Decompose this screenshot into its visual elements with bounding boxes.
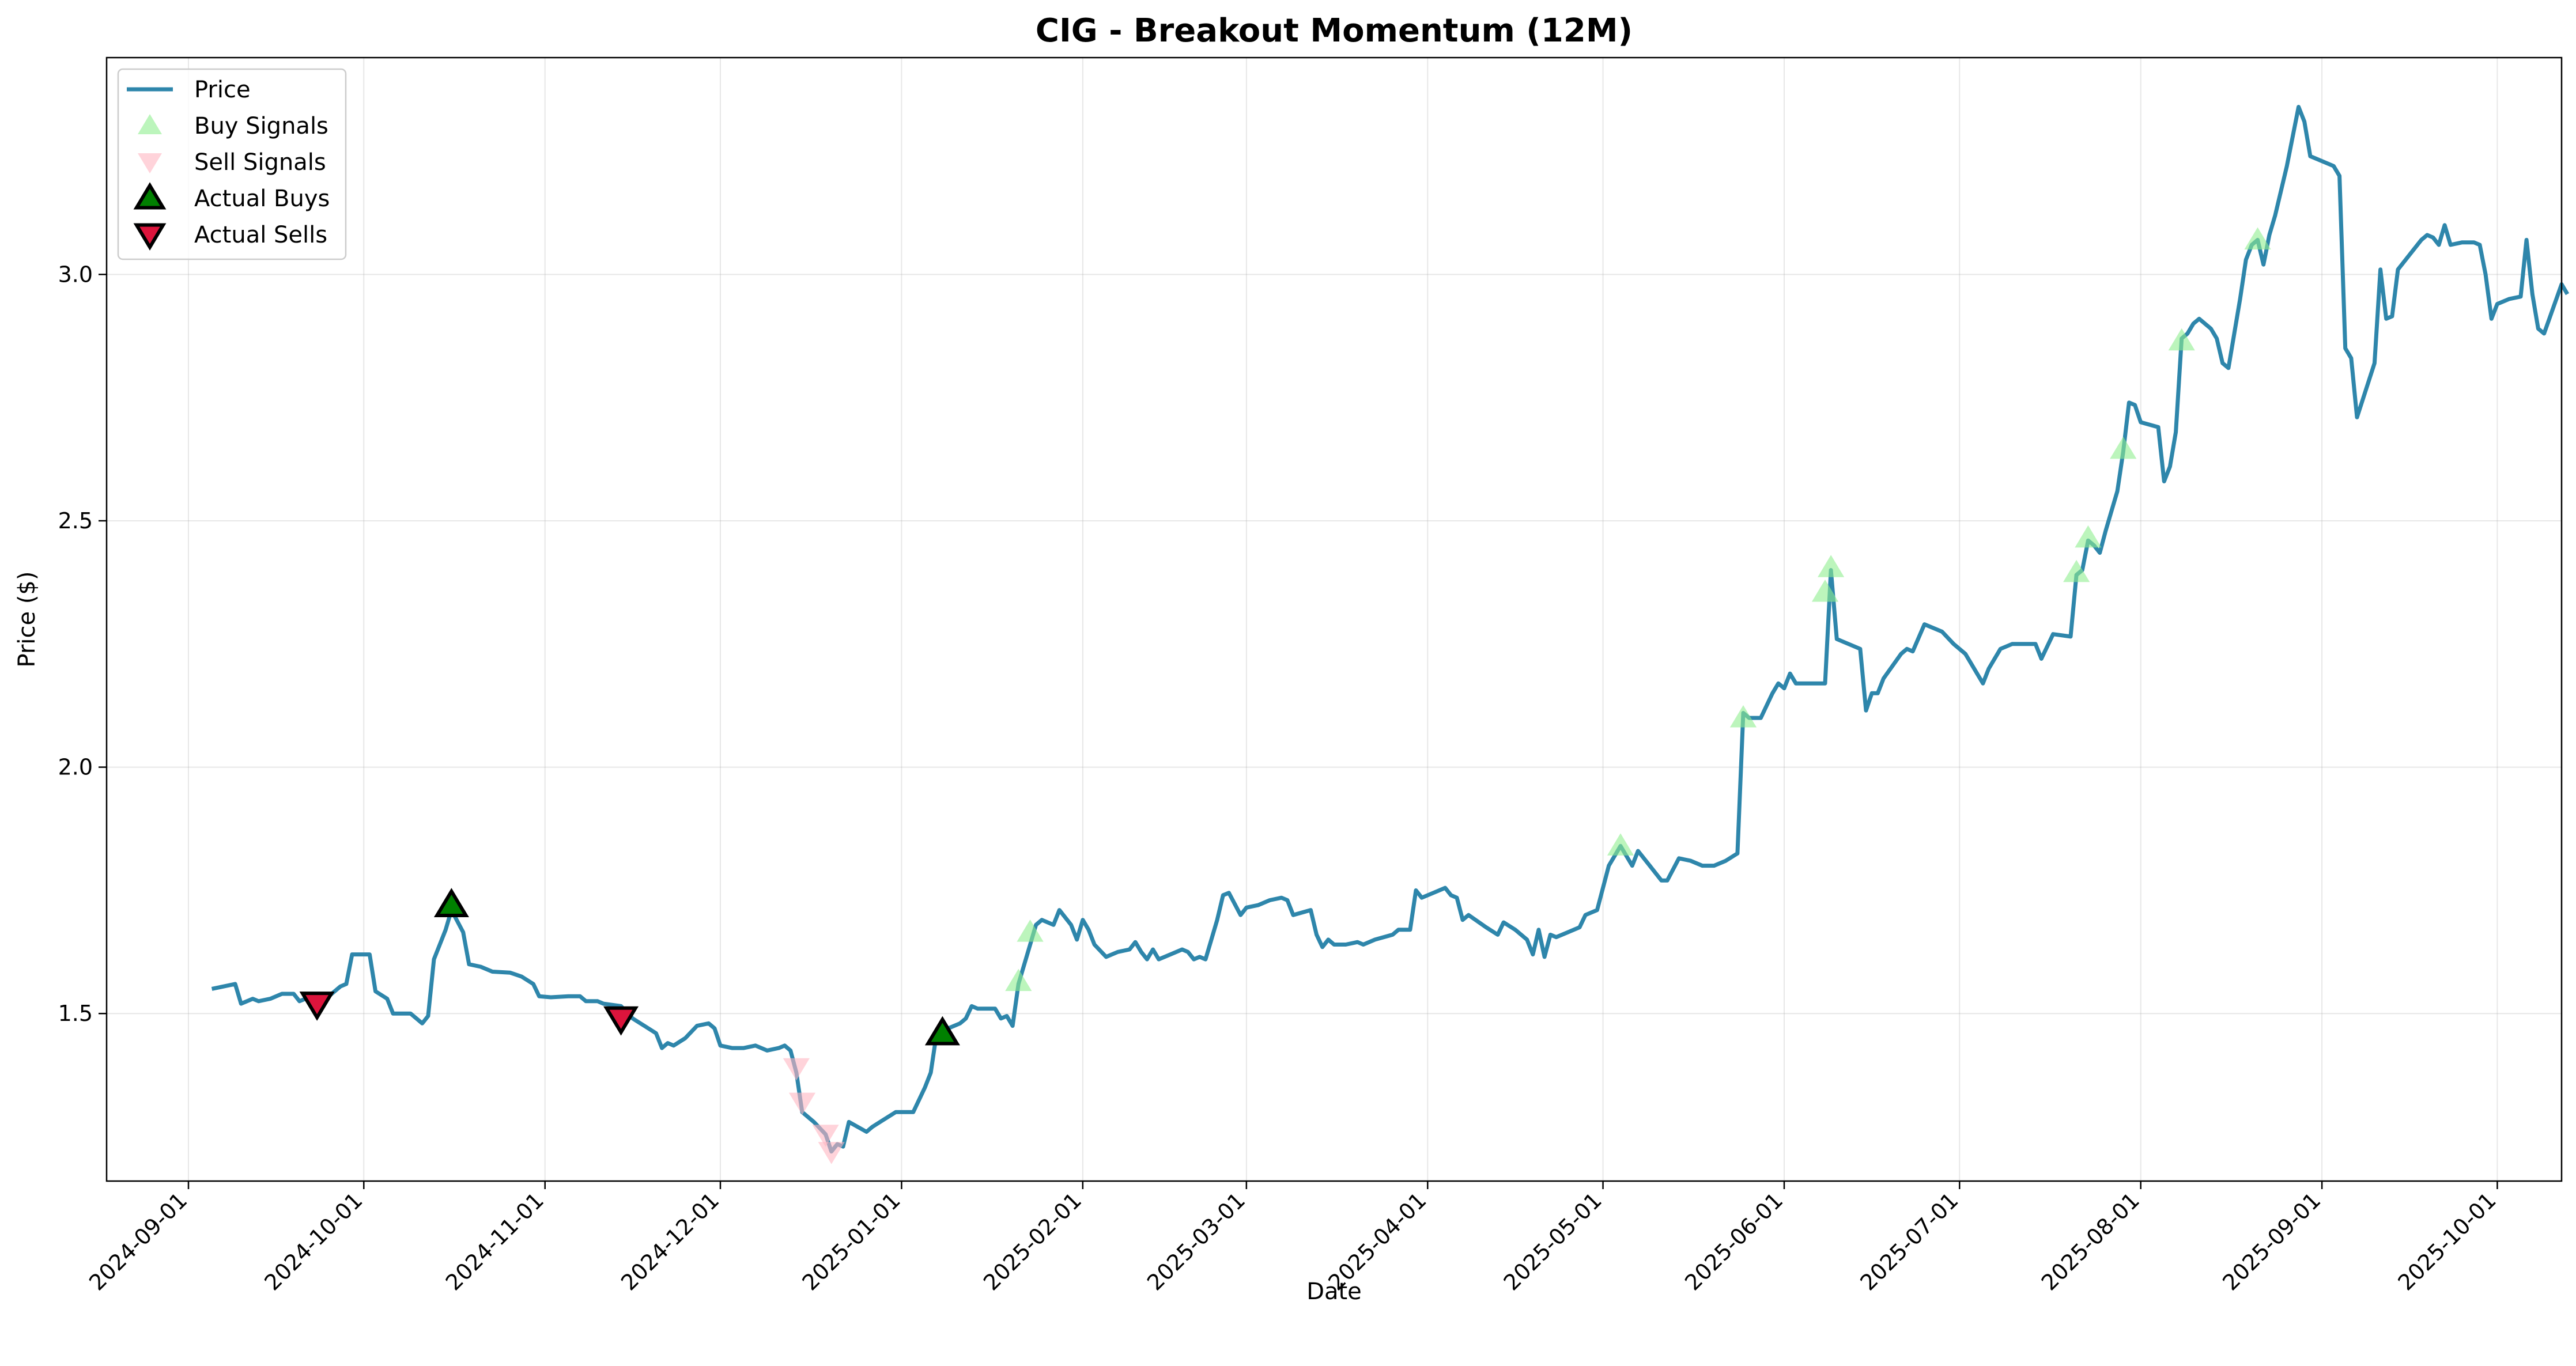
y-tick-label: 3.0 — [58, 262, 93, 287]
price-series-line — [211, 105, 2570, 1154]
legend-label: Actual Sells — [194, 222, 327, 248]
buy-signal-point — [1017, 920, 1044, 942]
legend-label: Price — [194, 77, 251, 103]
buy-signal-point — [2110, 436, 2137, 459]
actual-buy-point — [924, 1016, 960, 1046]
buy-signal-point — [2244, 227, 2271, 249]
buy-signal-point — [2075, 525, 2102, 548]
buy-signal-point — [1729, 705, 1757, 728]
legend-swatch-actual-buys — [133, 182, 167, 210]
sell-signal-point — [783, 1058, 810, 1081]
grid — [107, 58, 2562, 1181]
buy-signal-point — [1005, 968, 1032, 992]
legend-label: Sell Signals — [194, 149, 326, 176]
buy-signal-point — [2168, 328, 2195, 351]
y-tick-label: 2.5 — [58, 508, 93, 533]
buy-signal-point — [1811, 579, 1839, 602]
legend-box — [117, 68, 347, 260]
buy-signal-point — [1607, 833, 1634, 856]
legend-label: Actual Buys — [194, 186, 330, 212]
chart-title: CIG - Breakout Momentum (12M) — [1036, 12, 1633, 50]
sell-signal-point — [812, 1125, 839, 1147]
y-tick-label: 2.0 — [58, 755, 93, 780]
legend-swatch-sell-signals — [138, 153, 162, 173]
x-axis-label: Date — [1306, 1278, 1362, 1305]
plot-frame — [105, 56, 2563, 1182]
legend-label: Buy Signals — [194, 113, 328, 139]
buy-signal-point — [1818, 555, 1845, 577]
y-axis-label: Price ($) — [14, 572, 40, 668]
sell-signal-point — [788, 1092, 816, 1115]
legend-swatch-buy-signals — [138, 114, 162, 134]
actual-sell-point — [603, 1006, 639, 1036]
legend: Price Buy Signals Sell Signals Actual Buys A… — [117, 68, 347, 260]
plot-area — [211, 105, 2570, 1164]
actual-sell-point — [299, 992, 335, 1021]
y-tick-label: 1.5 — [58, 1001, 93, 1026]
sell-signal-point — [818, 1142, 845, 1164]
actual-buy-point — [433, 888, 469, 918]
y-axis: 1.5 2.0 2.5 3.0 — [58, 262, 107, 1026]
buy-signal-point — [2063, 559, 2090, 582]
legend-swatch-actual-sells — [133, 223, 167, 251]
